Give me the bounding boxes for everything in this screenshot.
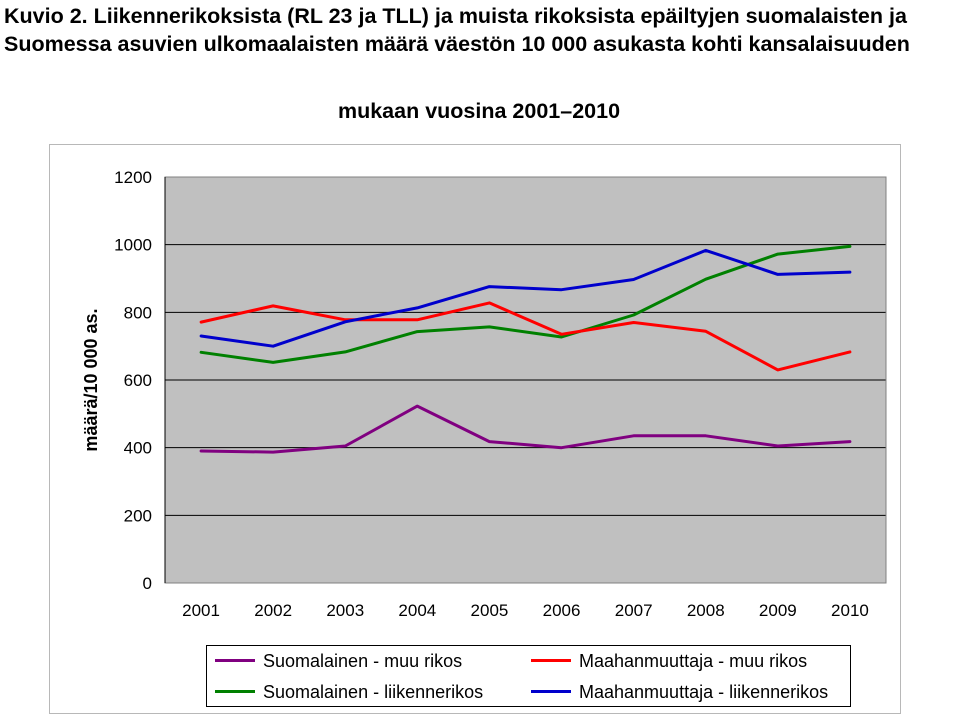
x-tick-label: 2009 bbox=[759, 601, 797, 620]
legend-swatch bbox=[215, 658, 255, 662]
series-line-4 bbox=[199, 248, 852, 348]
y-axis-label: määrä/10 000 as. bbox=[81, 308, 101, 451]
series-line-2 bbox=[199, 244, 852, 364]
series-lines bbox=[199, 244, 852, 454]
chart-frame bbox=[49, 144, 901, 714]
title-line-2: Suomessa asuvien ulkomaalaisten määrä vä… bbox=[4, 32, 910, 56]
x-tick-label: 2010 bbox=[831, 601, 869, 620]
y-tick-label: 1200 bbox=[114, 168, 152, 187]
legend-label: Suomalainen - muu rikos bbox=[263, 651, 463, 671]
x-tick-label: 2005 bbox=[471, 601, 509, 620]
legend-label: Maahanmuuttaja - liikennerikos bbox=[579, 682, 829, 702]
chart-title: Kuvio 2. Liikennerikoksista (RL 23 ja TL… bbox=[4, 2, 960, 125]
x-tick-label: 2001 bbox=[182, 601, 220, 620]
legend-swatch bbox=[215, 689, 255, 693]
legend-swatch bbox=[531, 689, 571, 693]
y-tick-label: 1000 bbox=[114, 236, 152, 255]
y-tick-label: 600 bbox=[124, 371, 152, 390]
x-axis: 2001 2002 2003 2004 2005 2006 2007 2008 2009 2010 bbox=[182, 601, 869, 620]
x-tick-label: 2006 bbox=[543, 601, 581, 620]
x-tick-label: 2007 bbox=[615, 601, 653, 620]
y-axis: 0 200 400 600 800 1000 1200 bbox=[114, 168, 166, 593]
legend-item-maahanmuuttaja-muu: Maahanmuuttaja - muu rikos bbox=[531, 651, 807, 671]
title-line-3: mukaan vuosina 2001–2010 bbox=[337, 99, 621, 123]
y-tick-label: 0 bbox=[143, 574, 152, 593]
legend: Suomalainen - muu rikos Suomalainen - li… bbox=[206, 645, 851, 707]
x-tick-label: 2002 bbox=[254, 601, 292, 620]
y-tick-label: 400 bbox=[124, 439, 152, 458]
title-line-1: Kuvio 2. Liikennerikoksista (RL 23 ja TL… bbox=[4, 4, 907, 28]
y-tick-label: 800 bbox=[124, 303, 152, 322]
legend-item-suomalainen-muu: Suomalainen - muu rikos bbox=[215, 651, 462, 671]
legend-label: Maahanmuuttaja - muu rikos bbox=[579, 651, 808, 671]
legend-item-suomalainen-liikenne: Suomalainen - liikennerikos bbox=[215, 682, 483, 702]
legend-swatch bbox=[531, 658, 571, 662]
series-line-3 bbox=[199, 301, 852, 372]
y-tick-label: 200 bbox=[124, 506, 152, 525]
x-tick-label: 2008 bbox=[687, 601, 725, 620]
series-line-1 bbox=[199, 404, 852, 454]
x-tick-label: 2004 bbox=[398, 601, 436, 620]
gridlines bbox=[164, 176, 887, 584]
legend-label: Suomalainen - liikennerikos bbox=[263, 682, 484, 702]
legend-item-maahanmuuttaja-liikenne: Maahanmuuttaja - liikennerikos bbox=[531, 682, 828, 702]
x-tick-label: 2003 bbox=[326, 601, 364, 620]
